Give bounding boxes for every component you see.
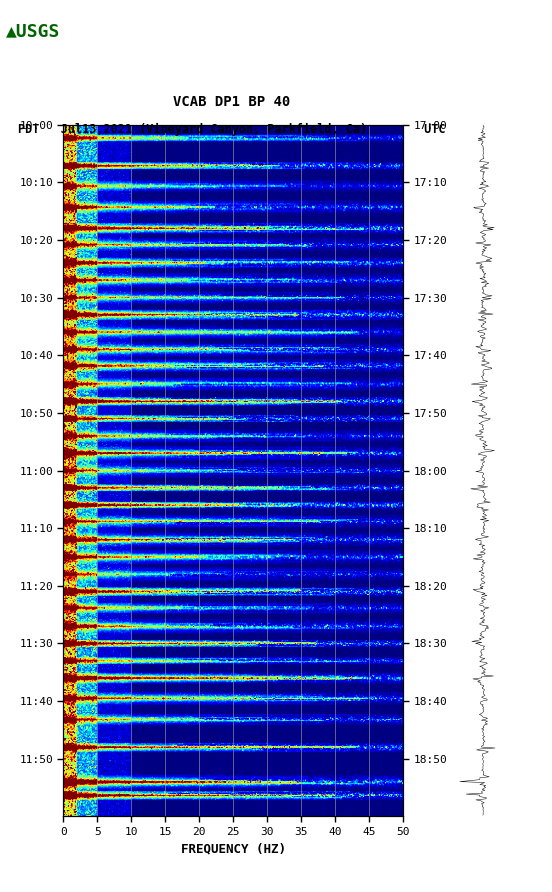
- Text: VCAB DP1 BP 40: VCAB DP1 BP 40: [173, 95, 290, 109]
- X-axis label: FREQUENCY (HZ): FREQUENCY (HZ): [181, 842, 286, 855]
- Text: PDT   Jul13,2021 (Vineyard Canyon, Parkfield, Ca)        UTC: PDT Jul13,2021 (Vineyard Canyon, Parkfie…: [18, 123, 445, 136]
- Text: ▲USGS: ▲USGS: [6, 22, 60, 40]
